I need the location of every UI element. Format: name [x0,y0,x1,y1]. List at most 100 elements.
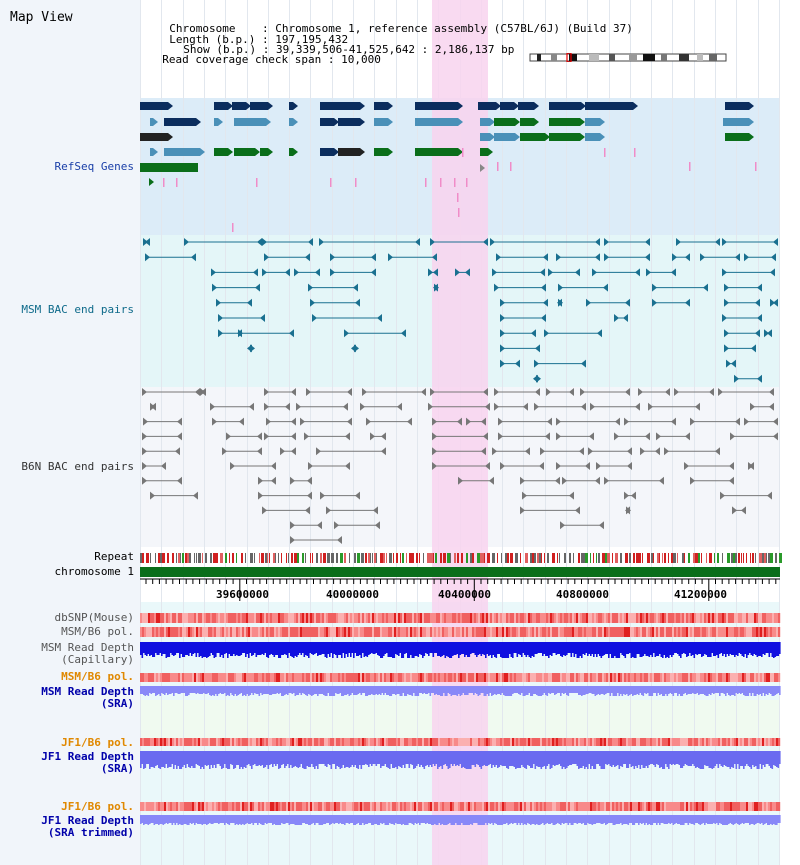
chromosome-ideogram[interactable] [529,53,727,62]
bac-end [556,253,561,262]
heat-cell [506,627,509,637]
heat-cell [262,627,265,637]
b6n-bac-label[interactable]: B6N BAC end pairs [21,460,134,473]
gene-strand-arrow [200,148,205,156]
depth-bar [306,815,309,824]
depth-bar [734,751,736,764]
heat-cell [158,613,161,623]
heat-cell [506,802,509,811]
depth-bar [240,815,243,825]
bac-end [381,432,386,441]
heat-cell [680,613,683,623]
heat-cell [434,673,437,682]
depth-bar [425,686,427,694]
refseq-label[interactable]: RefSeq Genes [54,160,134,173]
depth-bar [279,686,282,693]
heat-cell [198,613,201,623]
depth-bar [477,686,480,696]
heat-cell [458,802,461,811]
depth-bar [560,815,562,825]
depth-bar [639,686,642,693]
heat-cell [174,802,177,811]
depth-bar [369,686,372,695]
heat-cell [604,673,607,682]
depth-bar [726,686,729,693]
heat-cell [242,627,245,637]
depth-bar [381,751,384,766]
repeat-element [185,553,188,563]
bac-end [226,432,231,441]
heat-cell [182,738,185,746]
depth-bar [594,815,597,824]
lower-track-label-jf1_depth_trim[interactable]: JF1 Read Depth (SRA trimmed) [41,815,134,839]
depth-bar [150,686,153,694]
depth-bar [270,751,273,764]
depth-bar [309,686,312,695]
heat-cell [770,802,773,811]
depth-bar [191,815,193,824]
heat-cell [682,627,685,637]
depth-bar [384,751,387,764]
heat-cell [544,673,547,682]
heat-cell [296,673,299,682]
depth-bar [362,686,364,693]
highlight-region[interactable] [432,0,488,865]
repeat-element [779,553,782,563]
lower-track-label-msm_depth_cap[interactable]: MSM Read Depth (Capillary) [41,642,134,666]
gene-exon [289,102,293,110]
lower-track-label-jf1_depth_sra[interactable]: JF1 Read Depth (SRA) [41,751,134,775]
depth-bar [281,815,283,823]
depth-bar [435,815,438,825]
heat-cell [204,738,207,746]
bac-end [258,476,263,485]
depth-bar [516,642,519,657]
heat-cell [746,673,749,682]
heat-cell [776,673,779,682]
heat-cell [610,627,613,637]
depth-bar [420,642,423,655]
depth-bar [563,751,565,767]
heat-cell [456,802,459,811]
depth-bar [171,815,174,825]
heat-cell [616,673,619,682]
depth-bar [278,815,280,825]
depth-bar [648,686,651,696]
heat-cell [508,613,511,623]
heat-cell [340,738,343,746]
heat-cell [432,627,435,637]
depth-bar [599,686,601,695]
heat-cell [180,613,183,623]
depth-bar [575,815,577,823]
lower-track-label-msm_depth_sra[interactable]: MSM Read Depth (SRA) [41,686,134,710]
heat-cell [150,738,153,746]
heat-cell [288,613,291,623]
lower-track-label-msm_b6_pol[interactable]: MSM/B6 pol. [61,626,134,638]
depth-bar [453,642,456,655]
depth-bar [162,751,165,767]
lower-track-label-jf1_b6_pol2[interactable]: JF1/B6 pol. [61,801,134,813]
heat-cell [686,627,689,637]
heat-cell [520,738,523,746]
depth-bar [713,642,715,656]
heat-cell [548,613,551,623]
depth-bar [192,642,195,654]
gene-tick [454,178,456,187]
depth-bar [446,751,448,766]
depth-bar [332,815,334,823]
depth-bar [431,642,433,653]
depth-bar [449,642,451,658]
depth-bar [318,815,321,825]
depth-bar [159,686,162,696]
heat-cell [628,673,631,682]
lower-track-label-dbsnp[interactable]: dbSNP(Mouse) [55,612,134,624]
lower-track-label-msm_b6_pol2[interactable]: MSM/B6 pol. [61,671,134,683]
depth-bar [714,815,717,824]
msm-bac-label[interactable]: MSM BAC end pairs [21,303,134,316]
depth-bar [689,751,691,766]
lower-track-label-jf1_b6_pol[interactable]: JF1/B6 pol. [61,737,134,749]
heat-cell [436,802,439,811]
depth-bar [167,751,169,768]
heat-cell [240,627,243,637]
heat-cell [592,802,595,811]
